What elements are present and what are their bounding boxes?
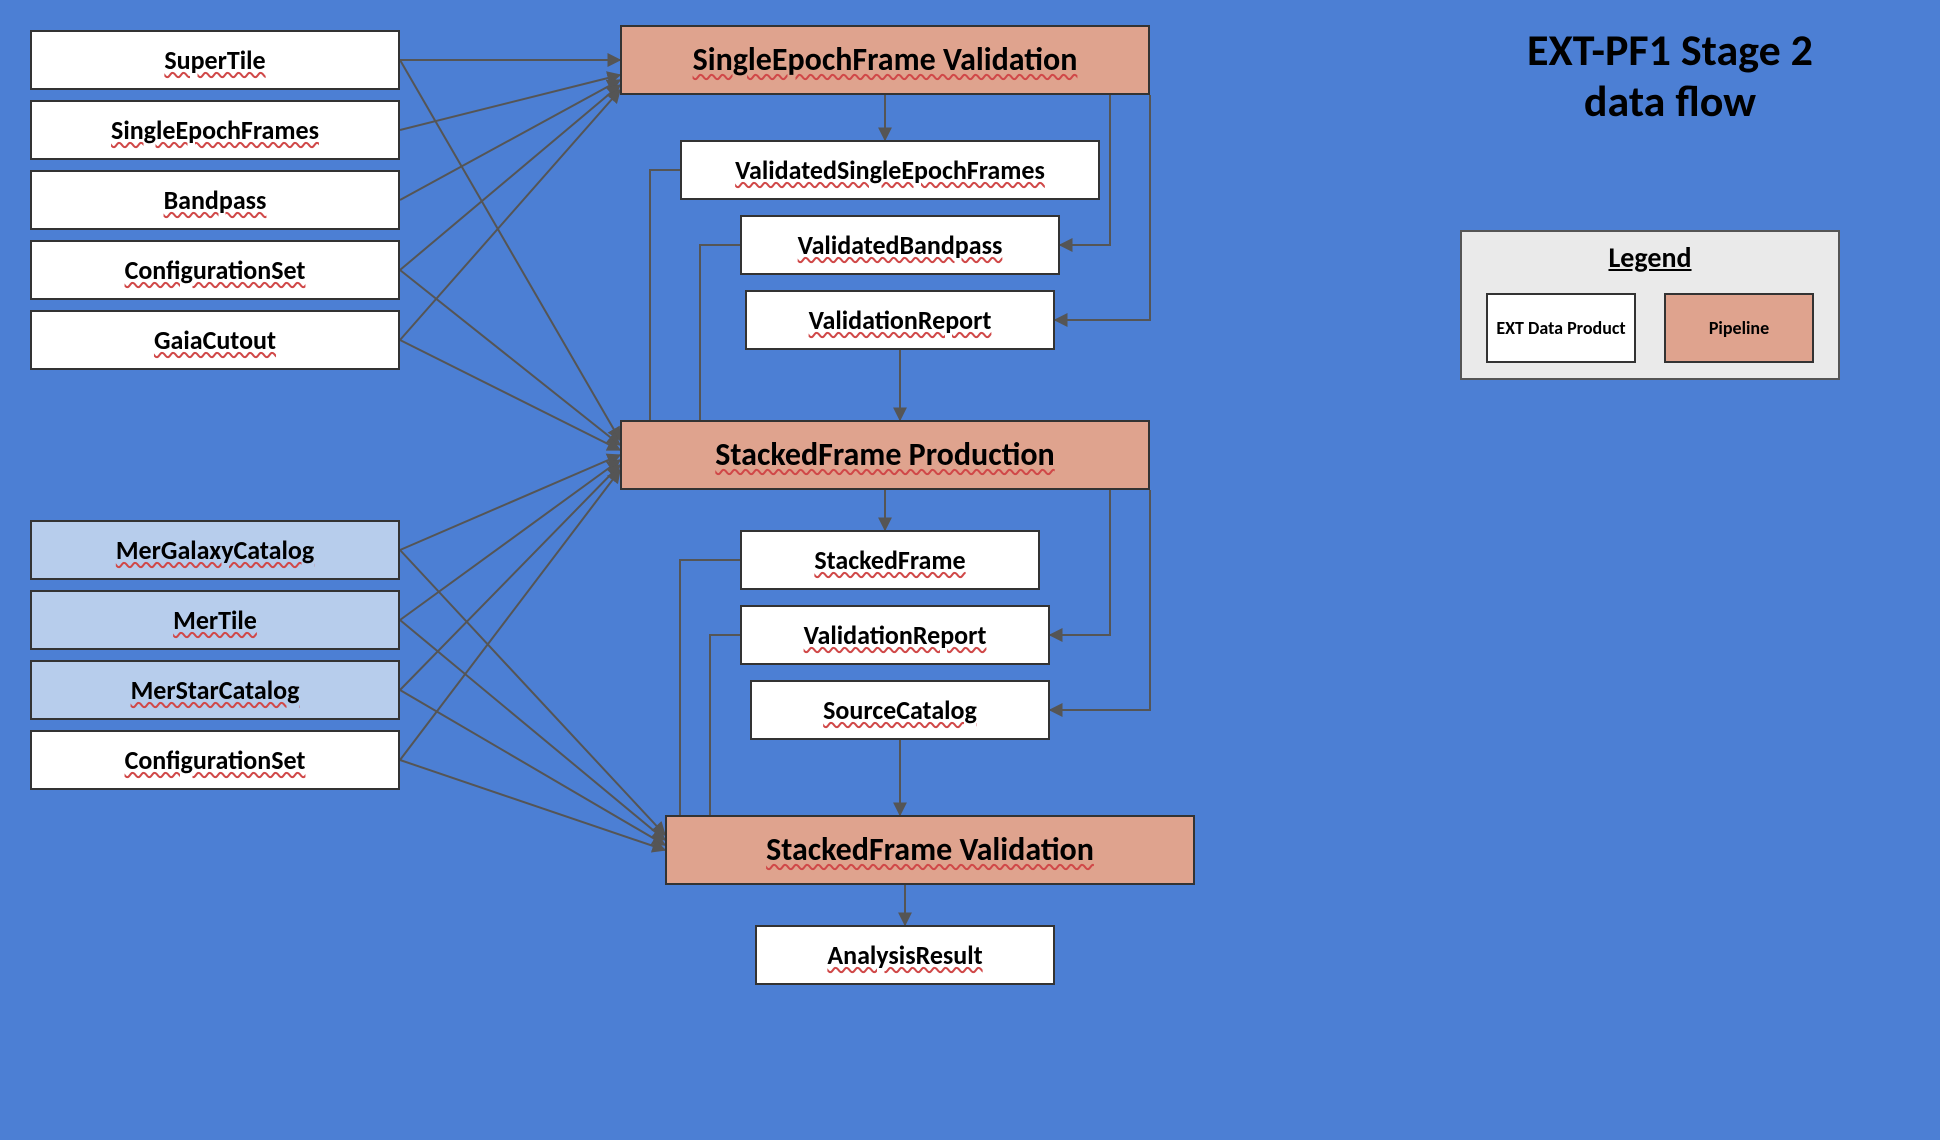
node-label: SingleEpochFrames: [111, 116, 319, 145]
node-label: StackedFrame Validation: [766, 832, 1094, 867]
node-sef_frames: SingleEpochFrames: [30, 100, 400, 160]
node-configset2: ConfigurationSet: [30, 730, 400, 790]
legend: Legend EXT Data Product Pipeline: [1460, 230, 1840, 380]
edge-configset1-to-sf_production: [400, 270, 620, 445]
node-label: SingleEpochFrame Validation: [693, 42, 1078, 77]
node-mertile: MerTile: [30, 590, 400, 650]
node-mergalcat: MerGalaxyCatalog: [30, 520, 400, 580]
legend-swatch-pipeline: Pipeline: [1664, 293, 1814, 363]
node-sourcecat: SourceCatalog: [750, 680, 1050, 740]
node-label: ValidatedBandpass: [798, 231, 1003, 260]
node-supertile: SuperTile: [30, 30, 400, 90]
node-sf_validation: StackedFrame Validation: [665, 815, 1195, 885]
edge-gaiacutout-to-sf_production: [400, 340, 620, 450]
node-sf_production: StackedFrame Production: [620, 420, 1150, 490]
legend-items: EXT Data Product Pipeline: [1462, 293, 1838, 377]
node-vreport2: ValidationReport: [740, 605, 1050, 665]
node-label: SourceCatalog: [823, 696, 977, 725]
edge-mergalcat-to-sf_validation: [400, 550, 665, 835]
node-merstarcat: MerStarCatalog: [30, 660, 400, 720]
legend-swatch-data-product: EXT Data Product: [1486, 293, 1636, 363]
edge-sf_production-to-vreport2: [1050, 490, 1110, 635]
title-line-2: data flow: [1430, 76, 1910, 127]
legend-title: Legend: [1462, 240, 1838, 275]
edge-configset1-to-sef_validation: [400, 85, 620, 270]
node-vbandpass: ValidatedBandpass: [740, 215, 1060, 275]
node-vreport1: ValidationReport: [745, 290, 1055, 350]
edge-merstarcat-to-sf_validation: [400, 690, 665, 845]
node-label: MerGalaxyCatalog: [116, 536, 314, 565]
node-label: ValidationReport: [809, 306, 992, 335]
edge-sef_validation-to-vreport1: [1055, 95, 1150, 320]
node-label: ValidatedSingleEpochFrames: [735, 156, 1045, 185]
node-sef_validation: SingleEpochFrame Validation: [620, 25, 1150, 95]
node-label: GaiaCutout: [154, 326, 276, 355]
edge-merstarcat-to-sf_production: [400, 465, 620, 690]
node-label: MerStarCatalog: [131, 676, 300, 705]
edge-stackedframe-to-sf_validation: [680, 560, 740, 850]
node-label: Bandpass: [164, 186, 267, 215]
edge-supertile-to-sf_production: [400, 60, 620, 440]
node-label: StackedFrame: [814, 546, 965, 575]
edge-mertile-to-sf_validation: [400, 620, 665, 840]
edge-configset2-to-sf_production: [400, 470, 620, 760]
edge-mertile-to-sf_production: [400, 460, 620, 620]
title-line-1: EXT-PF1 Stage 2: [1430, 25, 1910, 76]
edge-sf_production-to-sourcecat: [1050, 490, 1150, 710]
node-label: StackedFrame Production: [715, 437, 1054, 472]
node-label: ConfigurationSet: [125, 746, 306, 775]
edge-gaiacutout-to-sef_validation: [400, 90, 620, 340]
node-configset1: ConfigurationSet: [30, 240, 400, 300]
node-gaiacutout: GaiaCutout: [30, 310, 400, 370]
edge-mergalcat-to-sf_production: [400, 455, 620, 550]
node-bandpass: Bandpass: [30, 170, 400, 230]
node-stackedframe: StackedFrame: [740, 530, 1040, 590]
edge-sef_frames-to-sef_validation: [400, 75, 620, 130]
edge-vsef-to-sf_production: [650, 170, 730, 455]
edge-configset2-to-sf_validation: [400, 760, 665, 850]
node-label: AnalysisResult: [827, 941, 982, 970]
node-label: ConfigurationSet: [125, 256, 306, 285]
diagram-title: EXT-PF1 Stage 2 data flow: [1430, 25, 1910, 126]
edge-bandpass-to-sef_validation: [400, 80, 620, 200]
node-label: MerTile: [173, 606, 257, 635]
node-analysisresult: AnalysisResult: [755, 925, 1055, 985]
node-label: SuperTile: [164, 46, 265, 75]
node-vsef: ValidatedSingleEpochFrames: [680, 140, 1100, 200]
node-label: ValidationReport: [804, 621, 987, 650]
